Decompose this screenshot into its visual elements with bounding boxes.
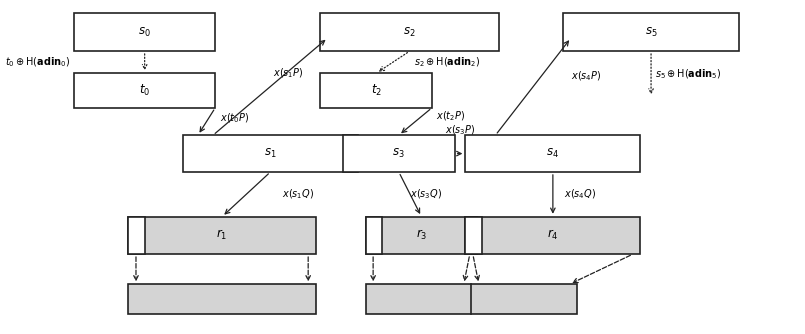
- Text: $s_2 \oplus \mathrm{H}(\mathbf{adin}_2)$: $s_2 \oplus \mathrm{H}(\mathbf{adin}_2)$: [414, 55, 480, 69]
- Text: $x(s_4P)$: $x(s_4P)$: [571, 70, 601, 84]
- Text: $x(t_2P)$: $x(t_2P)$: [436, 110, 465, 123]
- Text: $r_1$: $r_1$: [217, 228, 228, 242]
- Text: $r_3$: $r_3$: [415, 228, 427, 242]
- Text: $s_1$: $s_1$: [264, 147, 277, 160]
- FancyBboxPatch shape: [365, 217, 382, 254]
- Text: $r_4$: $r_4$: [547, 228, 559, 242]
- Text: $x(s_3Q)$: $x(s_3Q)$: [410, 187, 442, 201]
- FancyBboxPatch shape: [465, 135, 641, 172]
- FancyBboxPatch shape: [129, 217, 145, 254]
- FancyBboxPatch shape: [129, 284, 316, 314]
- Text: $t_0 \oplus \mathrm{H}(\mathbf{adin}_0)$: $t_0 \oplus \mathrm{H}(\mathbf{adin}_0)$: [5, 55, 70, 69]
- FancyBboxPatch shape: [320, 13, 499, 51]
- Text: $s_3$: $s_3$: [393, 147, 405, 160]
- FancyBboxPatch shape: [129, 217, 316, 254]
- Text: $x(s_4Q)$: $x(s_4Q)$: [564, 187, 597, 201]
- Text: $x(s_1Q)$: $x(s_1Q)$: [282, 187, 314, 201]
- FancyBboxPatch shape: [564, 13, 739, 51]
- Text: $t_2$: $t_2$: [370, 83, 382, 98]
- Text: $s_5$: $s_5$: [645, 26, 658, 39]
- FancyBboxPatch shape: [343, 135, 455, 172]
- FancyBboxPatch shape: [365, 217, 477, 254]
- FancyBboxPatch shape: [365, 284, 577, 314]
- Text: $x(s_1P)$: $x(s_1P)$: [274, 66, 303, 80]
- Text: $x(t_0P)$: $x(t_0P)$: [220, 111, 249, 125]
- Text: $s_0$: $s_0$: [138, 26, 151, 39]
- FancyBboxPatch shape: [465, 217, 482, 254]
- Text: $s_4$: $s_4$: [547, 147, 559, 160]
- FancyBboxPatch shape: [465, 217, 641, 254]
- FancyBboxPatch shape: [183, 135, 358, 172]
- Text: $s_2$: $s_2$: [403, 26, 416, 39]
- Text: $x(s_3P)$: $x(s_3P)$: [445, 124, 475, 137]
- FancyBboxPatch shape: [74, 13, 215, 51]
- Text: $t_0$: $t_0$: [139, 83, 151, 98]
- FancyBboxPatch shape: [320, 73, 432, 108]
- Text: $s_5 \oplus \mathrm{H}(\mathbf{adin}_5)$: $s_5 \oplus \mathrm{H}(\mathbf{adin}_5)$: [654, 67, 721, 81]
- FancyBboxPatch shape: [74, 73, 215, 108]
